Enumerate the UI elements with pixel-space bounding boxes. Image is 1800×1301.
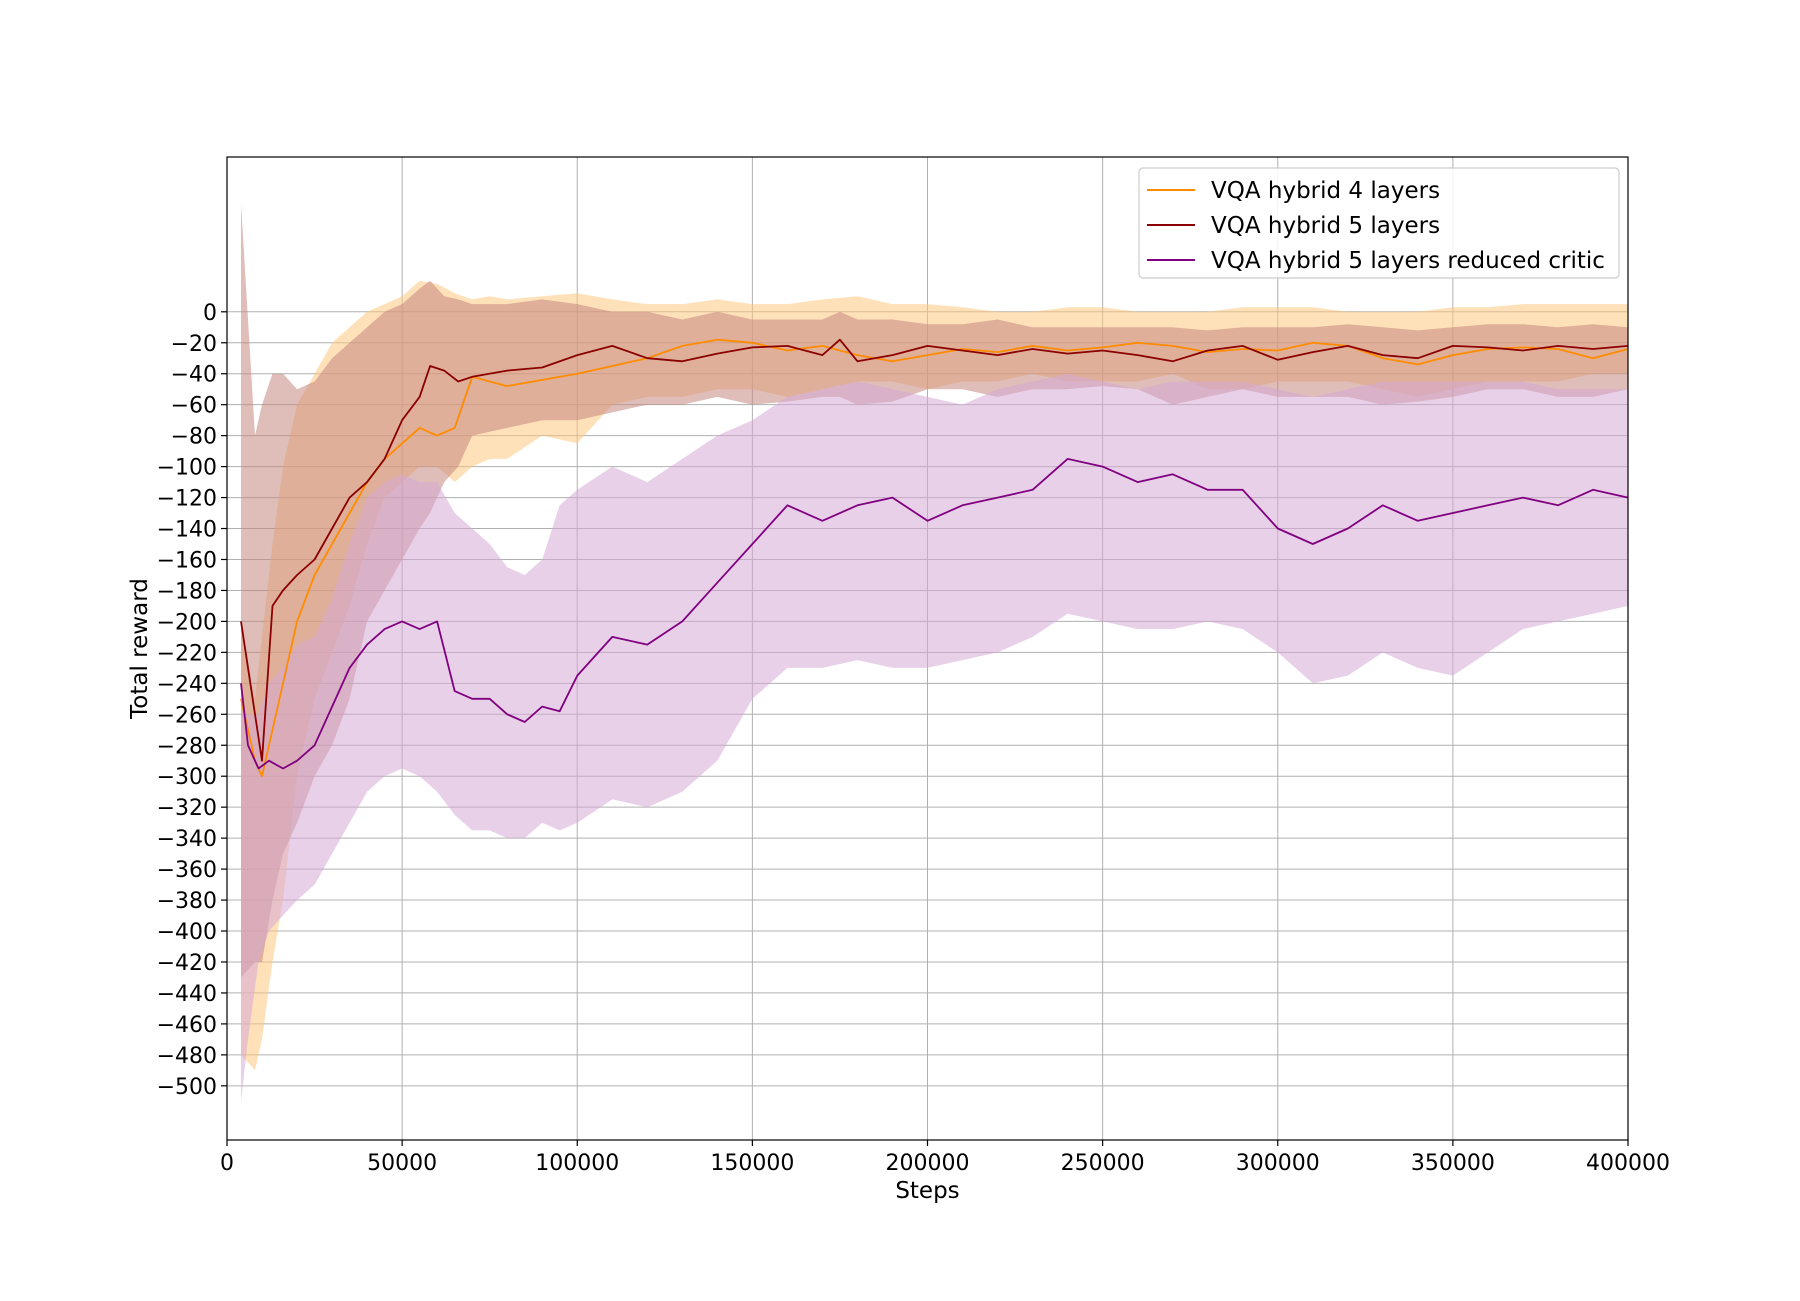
series-3-band xyxy=(241,373,1628,1102)
legend-box xyxy=(1138,167,1620,279)
legend-items: VQA hybrid 4 layers VQA hybrid 5 layers VQ… xyxy=(1147,178,1605,274)
axis-ticks: 0 50000 100000 150000 200000 250000 300000 3500… xyxy=(157,301,1670,1176)
legend-label: VQA hybrid 5 layers reduced critic xyxy=(1211,248,1605,274)
x-tick-label: 350000 xyxy=(1411,1151,1495,1176)
y-tick-label: −320 xyxy=(157,796,217,821)
y-tick-label: −180 xyxy=(157,579,217,604)
y-tick-label: −340 xyxy=(157,827,217,852)
y-tick-label: −360 xyxy=(157,858,217,883)
x-tick-label: 50000 xyxy=(367,1151,437,1176)
series-lines xyxy=(240,338,1629,778)
x-tick-label: 150000 xyxy=(710,1151,794,1176)
x-tick-label: 400000 xyxy=(1586,1151,1670,1176)
y-tick-label: −440 xyxy=(157,982,217,1007)
y-tick-label: −500 xyxy=(157,1075,217,1100)
legend-label: VQA hybrid 5 layers xyxy=(1211,213,1440,239)
y-tick-label: 0 xyxy=(203,301,217,326)
y-tick-label: −420 xyxy=(157,951,217,976)
x-tick-label: 300000 xyxy=(1236,1151,1320,1176)
x-axis-label: Steps xyxy=(895,1178,959,1204)
series-2-band xyxy=(241,203,1628,978)
y-tick-label: −220 xyxy=(157,641,217,666)
legend: VQA hybrid 4 layers VQA hybrid 5 layers VQ… xyxy=(1138,167,1620,279)
x-tick-label: 250000 xyxy=(1061,1151,1145,1176)
y-tick-label: −480 xyxy=(157,1044,217,1069)
legend-label: VQA hybrid 4 layers xyxy=(1211,178,1440,204)
y-tick-label: −100 xyxy=(157,456,217,481)
x-tick-label: 0 xyxy=(220,1151,234,1176)
x-tick-label: 100000 xyxy=(535,1151,619,1176)
y-tick-label: −60 xyxy=(171,394,217,419)
series-2-line xyxy=(240,338,1629,762)
y-tick-label: −80 xyxy=(171,425,217,450)
y-tick-label: −160 xyxy=(157,548,217,573)
y-axis-label: Total reward xyxy=(127,578,153,720)
y-tick-label: −300 xyxy=(157,765,217,790)
y-tick-label: −40 xyxy=(171,363,217,388)
y-tick-label: −280 xyxy=(157,734,217,759)
x-tick-label: 200000 xyxy=(886,1151,970,1176)
y-tick-label: −120 xyxy=(157,487,217,512)
y-tick-label: −140 xyxy=(157,518,217,543)
confidence-bands xyxy=(241,203,1628,1102)
y-tick-label: −380 xyxy=(157,889,217,914)
y-tick-label: −240 xyxy=(157,672,217,697)
y-tick-label: −20 xyxy=(171,332,217,357)
series-3-line xyxy=(240,457,1629,770)
y-tick-label: −460 xyxy=(157,1013,217,1038)
y-tick-label: −400 xyxy=(157,920,217,945)
y-tick-label: −200 xyxy=(157,610,217,635)
y-tick-label: −260 xyxy=(157,703,217,728)
